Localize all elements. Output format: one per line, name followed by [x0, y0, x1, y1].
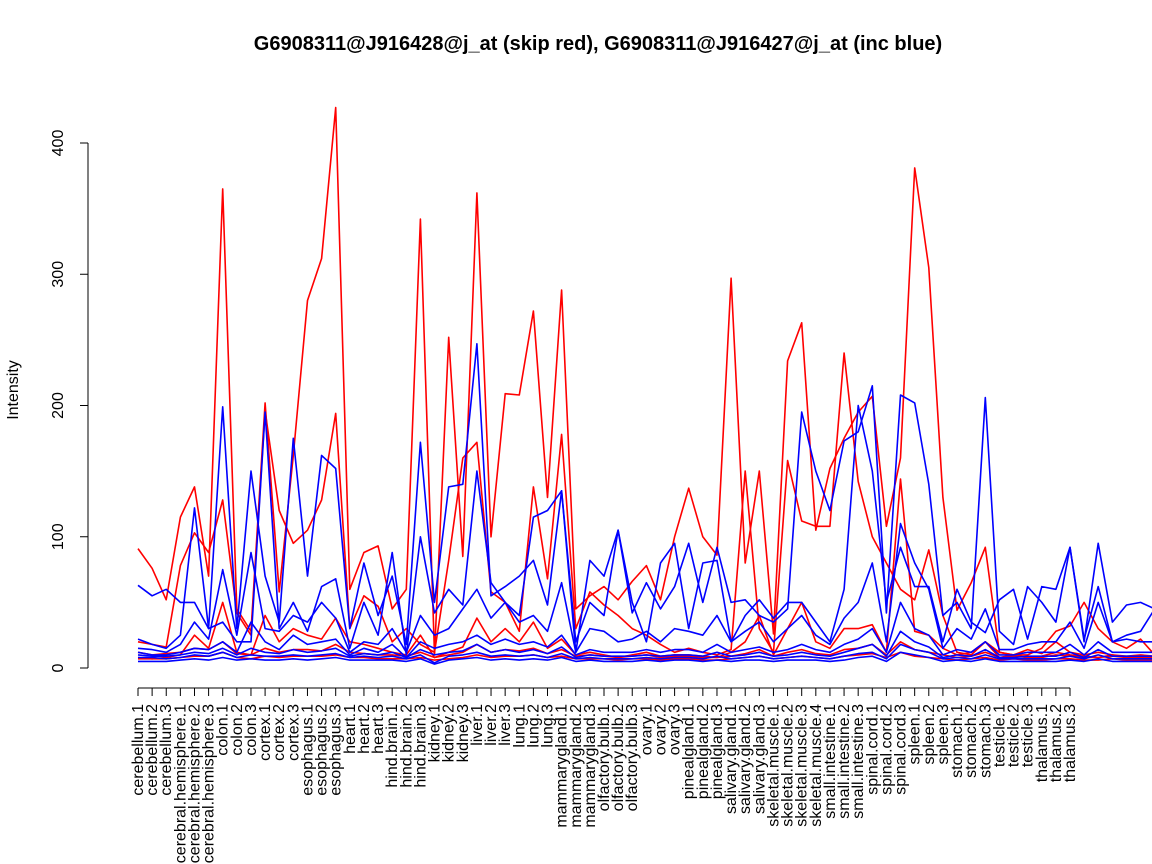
x-tick-label: skeletal.muscle.1 — [765, 704, 782, 827]
y-tick-label: 300 — [50, 261, 67, 288]
x-tick-label: ovary.1 — [638, 704, 655, 755]
y-tick-label: 400 — [50, 130, 67, 157]
x-tick-label: esophagus.3 — [328, 704, 345, 796]
x-tick-label: esophagus.2 — [314, 704, 331, 796]
x-tick-label: salivary.gland.3 — [751, 704, 768, 814]
x-tick-label: pinealgland.2 — [695, 704, 712, 799]
x-tick-label: cerebral.hemisphere.1 — [172, 704, 189, 863]
x-tick-label: salivary.gland.1 — [723, 704, 740, 814]
y-axis-label: Intensity — [5, 360, 22, 420]
x-tick-label: kidney.2 — [441, 704, 458, 763]
x-tick-label: spleen.3 — [935, 704, 952, 765]
series-line-red-1 — [137, 106, 1152, 656]
series-line-blue-9 — [137, 601, 1152, 659]
x-tick-label: cortex.1 — [257, 704, 274, 761]
x-tick-label: stomach.1 — [949, 704, 966, 778]
x-tick-label: cerebral.hemisphere.2 — [186, 704, 203, 863]
x-tick-label: colon.1 — [215, 704, 232, 756]
x-tick-label: esophagus.1 — [299, 704, 316, 796]
y-tick-label: 200 — [50, 392, 67, 419]
y-axis: 0 100 200 300 400 — [50, 130, 89, 672]
x-tick-label: pinealgland.1 — [681, 704, 698, 799]
series-line-blue-6 — [137, 342, 1152, 646]
x-tick-label: mammarygland.1 — [554, 704, 571, 828]
x-tick-label: skeletal.muscle.2 — [780, 704, 797, 827]
x-tick-label: heart.1 — [342, 704, 359, 754]
x-tick-label: testicle.3 — [1020, 704, 1037, 767]
x-tick-label: kidney.3 — [455, 704, 472, 763]
x-tick-label: salivary.gland.2 — [737, 704, 754, 814]
y-tick-label: 0 — [50, 663, 67, 672]
x-tick-label: small.intestine.2 — [836, 704, 853, 819]
x-axis: cerebellum.1cerebellum.2cerebellum.3cere… — [130, 687, 1079, 863]
x-tick-label: cortex.2 — [271, 704, 288, 761]
x-tick-label: thalamus.1 — [1034, 704, 1051, 782]
series-line-blue-11 — [138, 643, 1152, 664]
x-tick-label: colon.2 — [229, 704, 246, 756]
x-tick-label: lung.3 — [540, 704, 557, 748]
series-line-blue-10 — [137, 630, 1152, 659]
x-tick-label: cerebellum.2 — [144, 704, 161, 796]
x-tick-label: cortex.3 — [285, 704, 302, 761]
x-tick-label: cerebral.hemisphere.3 — [201, 704, 218, 863]
x-tick-label: mammarygland.3 — [582, 704, 599, 828]
x-tick-label: spinal.cord.2 — [878, 704, 895, 795]
x-tick-label: spleen.2 — [921, 704, 938, 765]
series-line-blue-8 — [137, 522, 1152, 654]
x-tick-label: thalamus.3 — [1062, 704, 1079, 782]
x-tick-label: small.intestine.3 — [850, 704, 867, 819]
x-tick-label: mammarygland.2 — [568, 704, 585, 828]
y-tick-label: 100 — [50, 523, 67, 550]
x-tick-label: spleen.1 — [907, 704, 924, 765]
series-line-red-2 — [137, 352, 1152, 658]
x-tick-label: thalamus.2 — [1048, 704, 1065, 782]
chart-title: G6908311@J916428@j_at (skip red), G69083… — [254, 33, 942, 55]
x-tick-label: kidney.1 — [427, 704, 444, 763]
series-layer — [137, 106, 1152, 665]
x-tick-label: cerebellum.3 — [158, 704, 175, 796]
x-tick-label: small.intestine.1 — [822, 704, 839, 819]
x-tick-label: spinal.cord.3 — [893, 704, 910, 795]
x-tick-label: pinealgland.3 — [709, 704, 726, 799]
x-tick-label: heart.2 — [356, 704, 373, 754]
x-tick-label: ovary.2 — [652, 704, 669, 755]
x-tick-label: stomach.2 — [963, 704, 980, 778]
series-line-blue-12 — [138, 651, 1152, 665]
x-tick-label: liver.1 — [469, 704, 486, 746]
x-tick-label: testicle.1 — [991, 704, 1008, 767]
x-tick-label: colon.3 — [243, 704, 260, 756]
x-tick-label: lung.2 — [525, 704, 542, 748]
x-tick-label: skeletal.muscle.4 — [808, 704, 825, 827]
x-tick-label: olfactory.bulb.2 — [610, 704, 627, 811]
x-tick-label: skeletal.muscle.3 — [794, 704, 811, 827]
x-tick-label: cerebellum.1 — [130, 704, 147, 796]
x-tick-label: hind.brain.3 — [412, 704, 429, 788]
x-tick-label: olfactory.bulb.3 — [624, 704, 641, 811]
x-tick-label: liver.3 — [497, 704, 514, 746]
x-tick-label: spinal.cord.1 — [864, 704, 881, 795]
x-tick-label: lung.1 — [511, 704, 528, 748]
x-tick-label: hind.brain.2 — [398, 704, 415, 788]
x-tick-label: heart.3 — [370, 704, 387, 754]
x-tick-label: testicle.2 — [1006, 704, 1023, 767]
x-tick-label: hind.brain.1 — [384, 704, 401, 788]
x-tick-label: liver.2 — [483, 704, 500, 746]
series-line-blue-7 — [137, 404, 1152, 656]
x-tick-label: ovary.3 — [667, 704, 684, 755]
x-tick-label: olfactory.bulb.1 — [596, 704, 613, 811]
x-tick-label: stomach.3 — [977, 704, 994, 778]
